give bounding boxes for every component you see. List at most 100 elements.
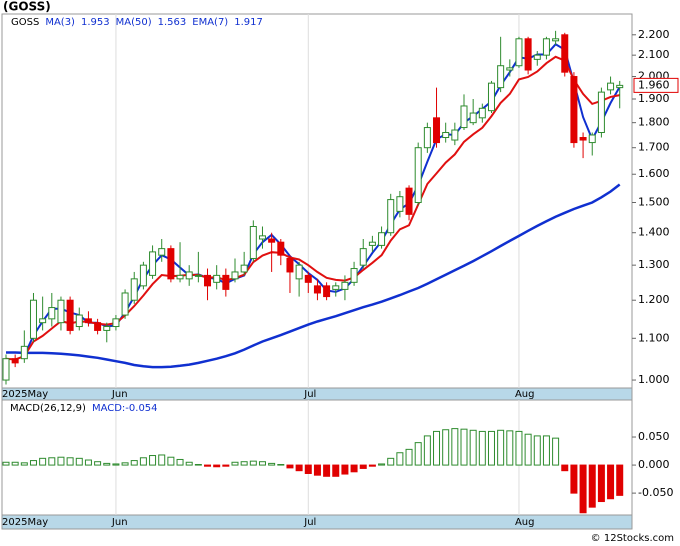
candle-body <box>451 129 459 141</box>
macd-legend: MACD(26,12,9) MACD:-0.054 <box>10 403 158 414</box>
macd-bar <box>94 461 102 466</box>
macd-bar <box>423 435 431 466</box>
macd-bar <box>112 463 120 466</box>
candle-body <box>11 358 19 364</box>
line-series <box>6 183 621 369</box>
y-tick-label: 1.500 <box>638 196 670 209</box>
candle-body <box>304 274 312 283</box>
candle-body <box>29 299 37 339</box>
y-tick-label: 1.200 <box>638 293 670 306</box>
macd-bar <box>66 457 74 466</box>
x-tick-label: Jun <box>111 517 128 528</box>
macd-bar <box>359 464 367 469</box>
candle-body <box>194 274 202 277</box>
x-axis-band <box>1 514 633 530</box>
macd-bar <box>20 462 28 466</box>
candle-body <box>460 105 468 129</box>
macd-bar <box>451 428 459 466</box>
candle-body <box>405 187 413 215</box>
candle-body <box>570 76 578 144</box>
macd-bar <box>268 462 276 466</box>
y-tick-label: 1.300 <box>638 258 670 271</box>
macd-bar <box>414 442 422 466</box>
macd-bar <box>194 464 202 466</box>
macd-bar <box>378 463 386 466</box>
macd-bar <box>533 435 541 466</box>
candle-body <box>48 307 56 320</box>
macd-bar <box>497 429 505 466</box>
candle-body <box>2 358 10 381</box>
candle-body <box>139 264 147 287</box>
legend-value: 1.953 <box>81 17 110 28</box>
macd-bar <box>158 454 166 466</box>
candle-body <box>158 248 166 256</box>
candle-body <box>341 281 349 290</box>
legend-ticker: GOSS <box>11 17 39 28</box>
macd-bar <box>139 457 147 466</box>
candle-body <box>423 127 431 149</box>
macd-bar <box>2 461 10 466</box>
candle-body <box>277 241 285 256</box>
macd-bar <box>524 433 532 466</box>
macd-bar <box>368 464 376 467</box>
legend-name: MA(3) <box>45 17 75 28</box>
macd-bar <box>258 461 266 466</box>
macd-legend-item: MACD:-0.054 <box>92 403 158 414</box>
legend-value: 1.563 <box>158 17 187 28</box>
x-tick-label: Aug <box>515 389 535 400</box>
macd-bar <box>506 430 514 466</box>
x-tick-label: 2025May <box>2 517 48 528</box>
macd-legend-item: MACD(26,12,9) <box>10 403 86 414</box>
x-axis-band <box>1 387 633 401</box>
macd-bar <box>552 437 560 466</box>
candle-body <box>66 299 74 331</box>
y-tick-label: 1.400 <box>638 226 670 239</box>
line-series <box>5 55 620 361</box>
candle-body <box>552 38 560 42</box>
macd-bar <box>176 458 184 466</box>
macd-bar <box>240 461 248 466</box>
candle-body <box>185 271 193 280</box>
candle-body <box>350 268 358 283</box>
macd-bar <box>442 429 450 466</box>
candle-body <box>75 314 83 328</box>
y-tick-label: 1.600 <box>638 167 670 180</box>
candle-body <box>323 285 331 298</box>
legend-name: EMA(7) <box>192 17 228 28</box>
macd-bar <box>222 464 230 467</box>
candle-body <box>121 292 129 316</box>
macd-bar <box>57 456 65 466</box>
candle-body <box>442 132 450 139</box>
candle-body <box>515 38 523 67</box>
candle-body <box>414 147 422 204</box>
macd-bar <box>515 430 523 466</box>
candle-body <box>258 235 266 240</box>
candle-body <box>57 299 65 324</box>
macd-bar <box>295 464 303 472</box>
macd-bar <box>249 460 257 466</box>
candle-body <box>478 107 486 119</box>
macd-bar <box>597 464 605 503</box>
legend-value: 1.917 <box>234 17 263 28</box>
y-tick-label: 1.700 <box>638 141 670 154</box>
candle-body <box>286 257 294 273</box>
x-tick-label: Aug <box>515 517 535 528</box>
x-tick-label: Jul <box>303 389 316 400</box>
candle-body <box>368 241 376 246</box>
candle-body <box>295 264 303 280</box>
candle-body <box>378 232 386 246</box>
y-tick-label: 0.000 <box>638 458 670 471</box>
candle-body <box>561 34 569 73</box>
macd-bar <box>323 464 331 477</box>
candle-body <box>616 84 624 89</box>
candle-body <box>222 274 230 290</box>
candle-body <box>533 54 541 60</box>
macd-bar <box>561 464 569 472</box>
candle-body <box>176 274 184 280</box>
candle-body <box>497 65 505 89</box>
macd-bar <box>570 464 578 494</box>
macd-bar <box>84 459 92 466</box>
macd-bar <box>149 455 157 466</box>
macd-bar <box>304 464 312 474</box>
